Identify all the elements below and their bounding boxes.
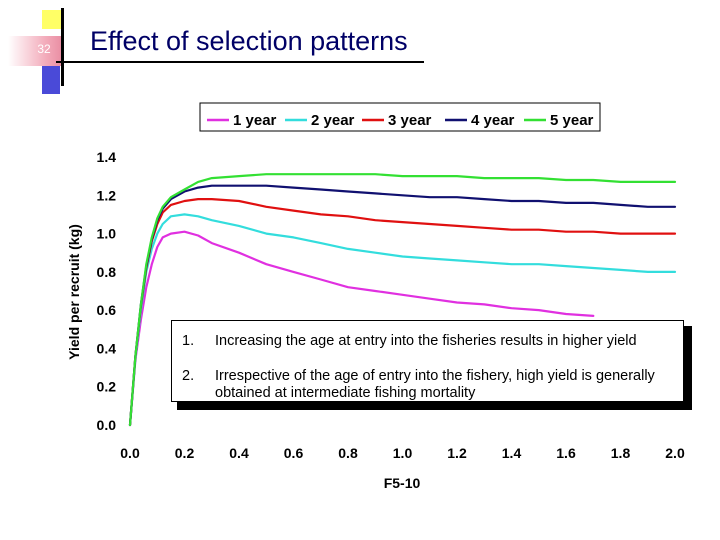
x-tick-label: 0.2 — [175, 445, 195, 461]
note-number: 2. — [182, 368, 195, 384]
series-line-1-year — [128, 230, 595, 427]
note-text: Irrespective of the age of entry into th… — [215, 368, 655, 401]
legend-label: 5 year — [550, 112, 594, 129]
legend-box — [199, 102, 601, 132]
y-tick-label: 1.0 — [97, 226, 117, 242]
chart-legend: 1 year 2 year 3 year 4 year 5 year — [199, 102, 601, 132]
decoration-horizontal-line — [56, 61, 424, 63]
y-tick-label: 0.4 — [97, 340, 117, 356]
x-tick-label: 1.2 — [447, 445, 467, 461]
x-tick-label: 0.6 — [284, 445, 304, 461]
series-line-5-year — [128, 173, 677, 427]
y-tick-label: 0.0 — [97, 417, 117, 433]
legend-label: 3 year — [388, 112, 432, 129]
x-axis-title: F5-10 — [384, 475, 421, 491]
findings-note: 1. Increasing the age at entry into the … — [171, 320, 684, 402]
decoration-yellow-square — [42, 10, 61, 29]
x-tick-label: 1.6 — [556, 445, 576, 461]
note-number: 1. — [182, 333, 195, 349]
x-tick-label: 2.0 — [665, 445, 685, 461]
chart-axes: 0.0 0.2 0.4 0.6 0.8 1.0 1.2 1.4 1.6 1.8 2.0 0.0 0.2 0… — [97, 149, 685, 461]
x-tick-label: 1.0 — [393, 445, 413, 461]
y-tick-label: 1.2 — [97, 187, 117, 203]
x-tick-label: 0.4 — [229, 445, 249, 461]
y-axis-title: Yield per recruit (kg) — [66, 224, 82, 360]
y-tick-label: 0.6 — [97, 302, 117, 318]
decoration-pink-block — [8, 36, 64, 66]
decoration-blue-square — [42, 66, 60, 94]
slide-title: Effect of selection patterns — [90, 26, 408, 56]
slide-number: 32 — [37, 42, 51, 56]
note-text: Increasing the age at entry into the fis… — [215, 333, 637, 349]
x-tick-label: 1.8 — [611, 445, 631, 461]
y-tick-label: 1.4 — [97, 149, 117, 165]
legend-label: 4 year — [471, 112, 515, 129]
decoration-vertical-line — [61, 8, 64, 86]
chart-series — [128, 173, 677, 427]
y-tick-label: 0.2 — [97, 379, 117, 395]
legend-label: 1 year — [233, 112, 277, 129]
series-line-2-year — [128, 213, 677, 427]
x-tick-label: 1.4 — [502, 445, 522, 461]
x-tick-label: 0.0 — [120, 445, 140, 461]
y-tick-label: 0.8 — [97, 264, 117, 280]
x-tick-label: 0.8 — [338, 445, 358, 461]
legend-label: 2 year — [311, 112, 355, 129]
